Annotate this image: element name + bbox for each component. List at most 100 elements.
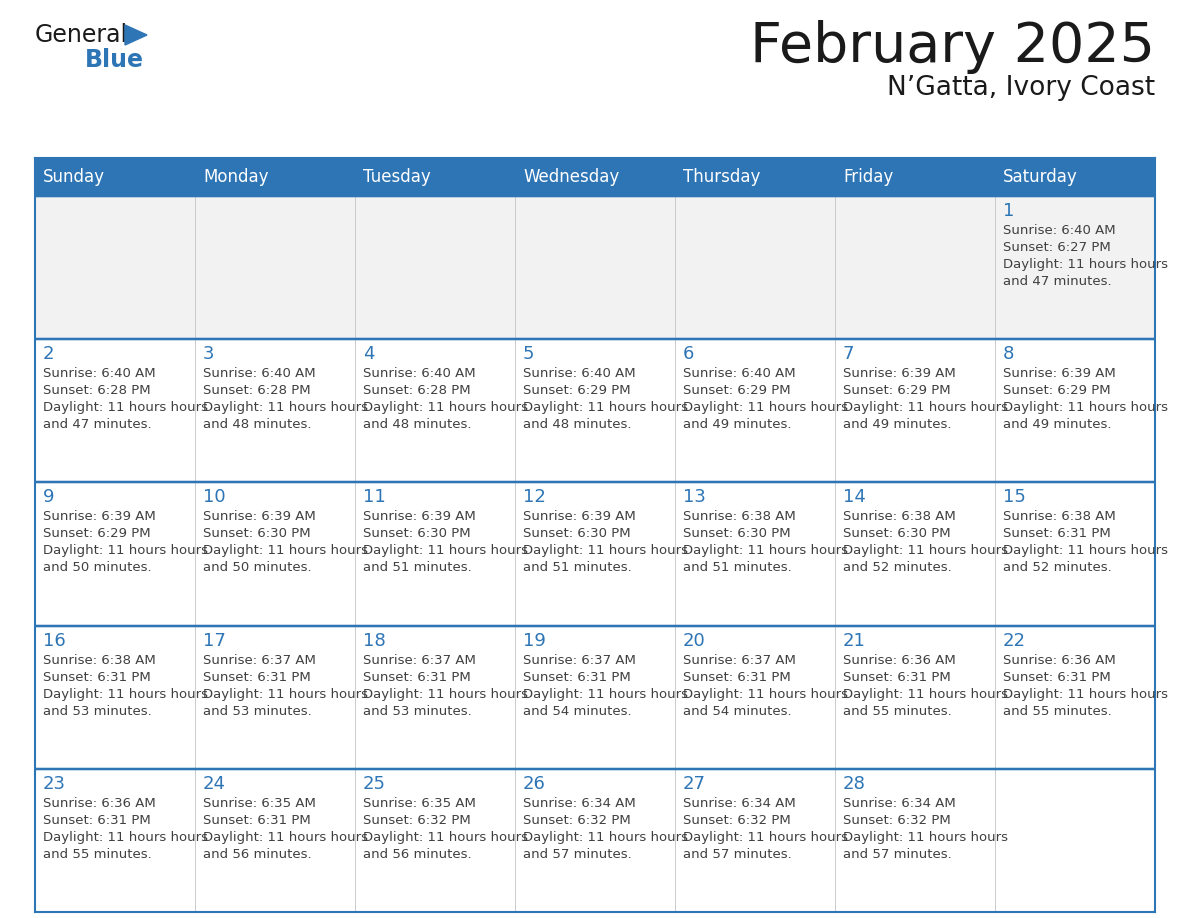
Bar: [675, 625, 835, 768]
Text: and 48 minutes.: and 48 minutes.: [523, 419, 632, 431]
Text: Daylight: 11 hours hours: Daylight: 11 hours hours: [523, 688, 688, 700]
Text: 6: 6: [683, 345, 694, 364]
Text: Sunrise: 6:37 AM: Sunrise: 6:37 AM: [523, 654, 636, 666]
Text: and 54 minutes.: and 54 minutes.: [683, 705, 791, 718]
Bar: [355, 339, 516, 482]
Text: General: General: [34, 23, 128, 47]
Text: Daylight: 11 hours hours: Daylight: 11 hours hours: [203, 544, 368, 557]
Text: 7: 7: [843, 345, 854, 364]
Text: Sunrise: 6:38 AM: Sunrise: 6:38 AM: [43, 654, 156, 666]
Text: and 51 minutes.: and 51 minutes.: [683, 562, 791, 575]
Text: Sunset: 6:31 PM: Sunset: 6:31 PM: [1003, 528, 1111, 541]
Text: 11: 11: [364, 488, 386, 507]
Text: and 48 minutes.: and 48 minutes.: [364, 419, 472, 431]
Text: Sunrise: 6:40 AM: Sunrise: 6:40 AM: [364, 367, 475, 380]
Polygon shape: [125, 25, 147, 45]
Text: Sunrise: 6:40 AM: Sunrise: 6:40 AM: [43, 367, 156, 380]
Text: Sunrise: 6:40 AM: Sunrise: 6:40 AM: [1003, 224, 1116, 237]
Text: Sunrise: 6:35 AM: Sunrise: 6:35 AM: [364, 797, 476, 810]
Text: Sunset: 6:28 PM: Sunset: 6:28 PM: [43, 385, 151, 397]
Text: Sunrise: 6:36 AM: Sunrise: 6:36 AM: [843, 654, 956, 666]
Text: 2: 2: [43, 345, 55, 364]
Text: Daylight: 11 hours hours: Daylight: 11 hours hours: [364, 401, 527, 414]
Text: Daylight: 11 hours hours: Daylight: 11 hours hours: [43, 401, 208, 414]
Text: and 53 minutes.: and 53 minutes.: [203, 705, 311, 718]
Bar: [34, 339, 195, 482]
Text: 14: 14: [843, 488, 866, 507]
Text: and 57 minutes.: and 57 minutes.: [843, 848, 952, 861]
Text: Sunrise: 6:39 AM: Sunrise: 6:39 AM: [1003, 367, 1116, 380]
Text: Sunset: 6:30 PM: Sunset: 6:30 PM: [203, 528, 310, 541]
Text: 20: 20: [683, 632, 706, 650]
Text: Daylight: 11 hours hours: Daylight: 11 hours hours: [843, 401, 1007, 414]
Text: Daylight: 11 hours hours: Daylight: 11 hours hours: [364, 688, 527, 700]
Bar: [34, 768, 195, 912]
Text: Daylight: 11 hours hours: Daylight: 11 hours hours: [43, 831, 208, 844]
Text: Sunset: 6:32 PM: Sunset: 6:32 PM: [364, 813, 470, 827]
Text: Daylight: 11 hours hours: Daylight: 11 hours hours: [523, 831, 688, 844]
Bar: [675, 768, 835, 912]
Text: and 51 minutes.: and 51 minutes.: [523, 562, 632, 575]
Text: Sunrise: 6:38 AM: Sunrise: 6:38 AM: [683, 510, 796, 523]
Text: 1: 1: [1003, 202, 1015, 220]
Text: and 47 minutes.: and 47 minutes.: [43, 419, 152, 431]
Bar: [996, 196, 1155, 339]
Text: Sunset: 6:32 PM: Sunset: 6:32 PM: [683, 813, 791, 827]
Bar: [195, 339, 355, 482]
Bar: [355, 768, 516, 912]
Text: Daylight: 11 hours hours: Daylight: 11 hours hours: [843, 831, 1007, 844]
Text: Daylight: 11 hours hours: Daylight: 11 hours hours: [1003, 258, 1168, 271]
Text: and 55 minutes.: and 55 minutes.: [43, 848, 152, 861]
Bar: [355, 625, 516, 768]
Text: Sunset: 6:31 PM: Sunset: 6:31 PM: [43, 671, 151, 684]
Text: Sunrise: 6:38 AM: Sunrise: 6:38 AM: [1003, 510, 1116, 523]
Text: Sunset: 6:30 PM: Sunset: 6:30 PM: [843, 528, 950, 541]
Bar: [996, 768, 1155, 912]
Text: 3: 3: [203, 345, 215, 364]
Bar: [355, 196, 516, 339]
Text: 19: 19: [523, 632, 545, 650]
Text: Daylight: 11 hours hours: Daylight: 11 hours hours: [364, 831, 527, 844]
Text: Sunset: 6:30 PM: Sunset: 6:30 PM: [683, 528, 791, 541]
Text: Sunrise: 6:37 AM: Sunrise: 6:37 AM: [683, 654, 796, 666]
Text: Daylight: 11 hours hours: Daylight: 11 hours hours: [1003, 544, 1168, 557]
Bar: [516, 158, 675, 196]
Text: Daylight: 11 hours hours: Daylight: 11 hours hours: [843, 544, 1007, 557]
Text: 4: 4: [364, 345, 374, 364]
Bar: [835, 625, 996, 768]
Text: and 50 minutes.: and 50 minutes.: [203, 562, 311, 575]
Bar: [195, 625, 355, 768]
Text: Sunset: 6:29 PM: Sunset: 6:29 PM: [523, 385, 631, 397]
Text: Saturday: Saturday: [1003, 168, 1078, 186]
Text: 12: 12: [523, 488, 545, 507]
Text: Sunday: Sunday: [43, 168, 105, 186]
Text: Sunset: 6:29 PM: Sunset: 6:29 PM: [1003, 385, 1111, 397]
Text: Sunrise: 6:39 AM: Sunrise: 6:39 AM: [203, 510, 316, 523]
Bar: [835, 768, 996, 912]
Text: Daylight: 11 hours hours: Daylight: 11 hours hours: [43, 544, 208, 557]
Bar: [355, 158, 516, 196]
Text: Sunset: 6:31 PM: Sunset: 6:31 PM: [843, 671, 950, 684]
Text: Sunset: 6:30 PM: Sunset: 6:30 PM: [364, 528, 470, 541]
Text: 22: 22: [1003, 632, 1026, 650]
Text: Sunset: 6:30 PM: Sunset: 6:30 PM: [523, 528, 631, 541]
Text: Blue: Blue: [86, 48, 144, 72]
Text: Daylight: 11 hours hours: Daylight: 11 hours hours: [203, 688, 368, 700]
Text: Sunset: 6:29 PM: Sunset: 6:29 PM: [43, 528, 151, 541]
Text: and 47 minutes.: and 47 minutes.: [1003, 275, 1112, 288]
Bar: [195, 158, 355, 196]
Text: 17: 17: [203, 632, 226, 650]
Text: 23: 23: [43, 775, 67, 793]
Text: Sunrise: 6:39 AM: Sunrise: 6:39 AM: [843, 367, 956, 380]
Text: N’Gatta, Ivory Coast: N’Gatta, Ivory Coast: [887, 75, 1155, 101]
Bar: [835, 482, 996, 625]
Text: 5: 5: [523, 345, 535, 364]
Text: Daylight: 11 hours hours: Daylight: 11 hours hours: [43, 688, 208, 700]
Bar: [996, 482, 1155, 625]
Bar: [835, 158, 996, 196]
Text: Sunrise: 6:34 AM: Sunrise: 6:34 AM: [843, 797, 956, 810]
Bar: [675, 482, 835, 625]
Bar: [34, 196, 195, 339]
Text: Sunrise: 6:37 AM: Sunrise: 6:37 AM: [203, 654, 316, 666]
Text: and 50 minutes.: and 50 minutes.: [43, 562, 152, 575]
